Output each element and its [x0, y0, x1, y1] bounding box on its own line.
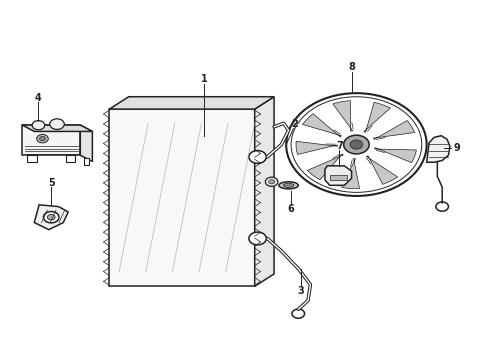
Polygon shape	[109, 109, 255, 286]
Polygon shape	[22, 125, 80, 155]
Polygon shape	[333, 100, 353, 131]
Polygon shape	[109, 97, 274, 109]
Polygon shape	[84, 158, 89, 165]
Circle shape	[249, 150, 267, 163]
Text: 8: 8	[348, 62, 355, 72]
Polygon shape	[325, 166, 352, 185]
Circle shape	[350, 140, 363, 149]
Circle shape	[343, 135, 369, 154]
Polygon shape	[330, 175, 347, 180]
Polygon shape	[303, 114, 342, 137]
Polygon shape	[80, 125, 93, 162]
Polygon shape	[307, 154, 343, 180]
Polygon shape	[22, 125, 93, 131]
Circle shape	[37, 134, 49, 143]
Text: 7: 7	[336, 141, 343, 150]
Circle shape	[249, 232, 267, 245]
Circle shape	[269, 180, 274, 184]
Text: 3: 3	[297, 286, 304, 296]
Polygon shape	[427, 136, 450, 162]
Circle shape	[32, 121, 45, 130]
Polygon shape	[373, 121, 415, 139]
Polygon shape	[255, 97, 274, 286]
Text: 2: 2	[292, 119, 298, 129]
Circle shape	[286, 93, 427, 196]
Polygon shape	[375, 148, 416, 163]
Polygon shape	[34, 205, 68, 230]
Polygon shape	[364, 102, 391, 132]
Circle shape	[44, 212, 59, 223]
Text: 9: 9	[453, 143, 460, 153]
Circle shape	[40, 136, 46, 141]
Polygon shape	[27, 155, 37, 162]
Ellipse shape	[283, 183, 294, 188]
Circle shape	[292, 309, 305, 318]
Circle shape	[436, 202, 448, 211]
Text: 4: 4	[35, 93, 42, 103]
Text: 6: 6	[288, 204, 294, 215]
Circle shape	[266, 177, 278, 186]
Polygon shape	[66, 155, 75, 162]
Ellipse shape	[279, 182, 298, 189]
Polygon shape	[367, 156, 397, 184]
Text: 5: 5	[48, 178, 54, 188]
Circle shape	[48, 215, 55, 220]
Polygon shape	[342, 158, 360, 189]
Circle shape	[50, 119, 64, 130]
Polygon shape	[296, 141, 338, 154]
Text: 1: 1	[200, 74, 207, 84]
